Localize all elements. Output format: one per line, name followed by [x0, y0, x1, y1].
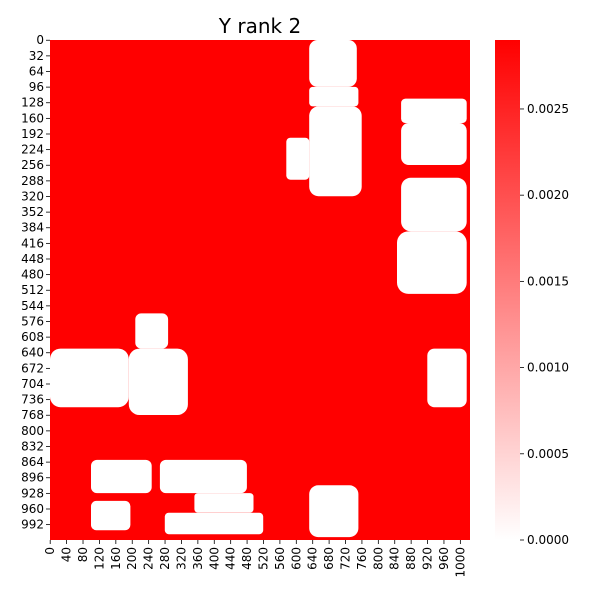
y-tick-label: 96	[29, 80, 44, 94]
low-value-region	[401, 98, 467, 123]
low-value-region	[427, 348, 467, 408]
x-tick-label: 960	[437, 547, 451, 570]
y-tick-label: 800	[21, 424, 44, 438]
colorbar-tick-label: 0.0015	[527, 274, 569, 288]
low-value-region	[128, 348, 188, 415]
x-axis: 0 40 80 120 160 200 240 280 320 360 400 440 480 520 56…	[43, 540, 467, 578]
x-tick-label: 160	[109, 547, 123, 570]
x-tick-label: 80	[76, 547, 90, 562]
y-tick-label: 576	[21, 314, 44, 328]
low-value-region	[397, 231, 467, 294]
y-tick-label: 416	[21, 236, 44, 250]
colorbar-tick-label: 0.0000	[527, 533, 569, 547]
x-tick-label: 240	[142, 547, 156, 570]
y-tick-label: 224	[21, 143, 44, 157]
low-value-region	[401, 123, 467, 165]
low-value-region	[401, 177, 467, 232]
low-value-region	[286, 137, 310, 180]
y-tick-label: 832	[21, 439, 44, 453]
low-value-regions	[50, 40, 467, 538]
x-tick-label: 480	[240, 547, 254, 570]
x-tick-label: 920	[421, 547, 435, 570]
y-tick-label: 448	[21, 252, 44, 266]
y-tick-label: 704	[21, 377, 44, 391]
colorbar-tick-label: 0.0010	[527, 361, 569, 375]
y-tick-label: 960	[21, 502, 44, 516]
y-tick-label: 896	[21, 471, 44, 485]
y-tick-label: 768	[21, 408, 44, 422]
low-value-region	[309, 106, 362, 197]
y-tick-label: 736	[21, 393, 44, 407]
y-tick-label: 384	[21, 221, 44, 235]
x-tick-label: 880	[404, 547, 418, 570]
x-tick-label: 40	[60, 547, 74, 562]
colorbar-ticks: 0.0000 0.0005 0.0010 0.0015 0.0020 0.0025	[520, 102, 569, 547]
x-tick-label: 640	[306, 547, 320, 570]
y-tick-label: 192	[21, 127, 44, 141]
low-value-region	[50, 348, 129, 408]
y-tick-label: 544	[21, 299, 44, 313]
x-tick-label: 360	[191, 547, 205, 570]
x-tick-label: 720	[339, 547, 353, 570]
x-tick-label: 560	[273, 547, 287, 570]
y-tick-label: 0	[36, 33, 44, 47]
y-tick-label: 320	[21, 189, 44, 203]
y-tick-label: 928	[21, 486, 44, 500]
colorbar-gradient	[495, 40, 520, 540]
y-tick-label: 864	[21, 455, 44, 469]
low-value-region	[164, 512, 264, 535]
x-tick-label: 680	[322, 547, 336, 570]
x-tick-label: 280	[158, 547, 172, 570]
x-tick-label: 0	[43, 547, 57, 555]
heatmap-plot-area	[50, 40, 470, 540]
colorbar-tick-label: 0.0020	[527, 188, 569, 202]
x-tick-label: 1000	[453, 547, 467, 578]
x-tick-label: 320	[174, 547, 188, 570]
colorbar-tick-label: 0.0005	[527, 447, 569, 461]
low-value-region	[91, 500, 131, 531]
y-tick-label: 608	[21, 330, 44, 344]
x-tick-label: 800	[371, 547, 385, 570]
low-value-region	[309, 86, 359, 107]
colorbar-tick-label: 0.0025	[527, 102, 569, 116]
y-tick-label: 32	[29, 49, 44, 63]
x-tick-label: 600	[289, 547, 303, 570]
y-tick-label: 160	[21, 111, 44, 125]
y-tick-label: 64	[29, 64, 44, 78]
x-tick-label: 520	[256, 547, 270, 570]
colorbar: 0.0000 0.0005 0.0010 0.0015 0.0020 0.0025	[495, 40, 569, 547]
y-tick-label: 256	[21, 158, 44, 172]
low-value-region	[91, 459, 152, 494]
y-tick-label: 512	[21, 283, 44, 297]
y-tick-label: 992	[21, 518, 44, 532]
x-tick-label: 440	[224, 547, 238, 570]
low-value-region	[309, 40, 357, 87]
x-tick-label: 120	[92, 547, 106, 570]
y-tick-label: 352	[21, 205, 44, 219]
x-tick-label: 200	[125, 547, 139, 570]
x-tick-label: 760	[355, 547, 369, 570]
y-tick-label: 480	[21, 268, 44, 282]
y-tick-label: 288	[21, 174, 44, 188]
low-value-region	[194, 493, 254, 513]
y-tick-label: 640	[21, 346, 44, 360]
low-value-region	[135, 313, 169, 349]
x-tick-label: 840	[388, 547, 402, 570]
chart-title: Y rank 2	[218, 14, 301, 38]
x-tick-label: 400	[207, 547, 221, 570]
low-value-region	[159, 459, 247, 494]
low-value-region	[309, 485, 359, 538]
y-tick-label: 128	[21, 96, 44, 110]
y-tick-label: 672	[21, 361, 44, 375]
